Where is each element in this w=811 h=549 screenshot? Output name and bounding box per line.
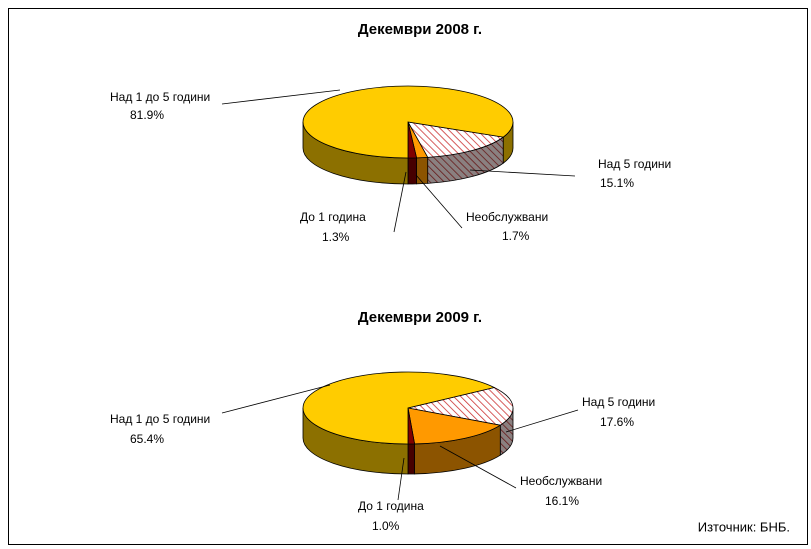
leader-line	[469, 169, 576, 177]
source-note: Източник: БНБ.	[698, 519, 790, 534]
chart-title: Декември 2009 г.	[358, 309, 482, 326]
leader-line	[505, 409, 579, 433]
slice-label: До 1 година	[300, 210, 366, 224]
leader-line	[439, 445, 517, 489]
leader-line	[221, 89, 341, 105]
slice-label: Над 1 до 5 години	[110, 412, 210, 426]
pie-side	[407, 443, 415, 475]
slice-label: Необслужвани	[466, 210, 548, 224]
leader-line	[221, 384, 331, 414]
chart-title: Декември 2008 г.	[358, 21, 482, 38]
slice-label: Необслужвани	[520, 474, 602, 488]
pie-slice	[407, 121, 505, 158]
leader-line	[393, 171, 407, 233]
value-label: 1.0%	[372, 519, 400, 533]
value-label: 65.4%	[130, 432, 164, 446]
value-label: 1.7%	[502, 229, 530, 243]
slice-label: Над 5 години	[582, 395, 655, 409]
value-label: 81.9%	[130, 108, 164, 122]
value-label: 1.3%	[322, 230, 350, 244]
value-label: 16.1%	[545, 494, 579, 508]
slice-label: Над 1 до 5 години	[110, 90, 210, 104]
pie-slice	[302, 85, 514, 159]
pie-slice	[302, 371, 496, 445]
slice-label: Над 5 години	[598, 157, 671, 171]
pie-side	[407, 157, 417, 185]
leader-line	[415, 174, 463, 229]
value-label: 15.1%	[600, 176, 634, 190]
pie-slice	[407, 387, 514, 426]
slice-label: До 1 година	[358, 499, 424, 513]
pie-side	[416, 156, 429, 185]
value-label: 17.6%	[600, 415, 634, 429]
leader-line	[397, 457, 405, 501]
pie-slice	[407, 407, 502, 445]
